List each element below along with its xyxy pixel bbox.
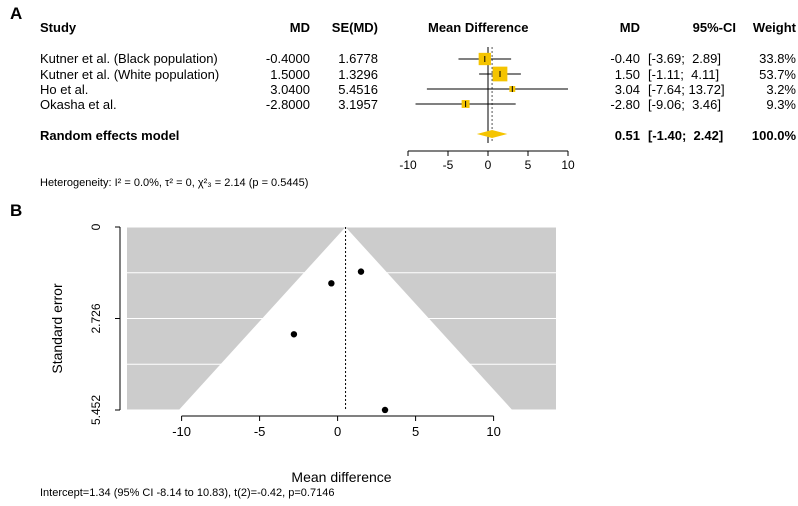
study-weight: 3.2% [766,82,796,97]
pooled-ci: [-1.40; 2.42] [648,128,724,143]
x-tick-label: 0 [334,424,341,439]
study-ci: [-3.69; 2.89] [648,51,721,66]
study-name: Kutner et al. (Black population) [40,51,218,66]
study-weight: 53.7% [759,67,796,82]
x-tick-label: 0 [485,158,492,172]
study-se: 3.1957 [338,97,378,112]
x-tick-label: -10 [172,424,191,439]
model-label: Random effects model [40,128,180,143]
study-ci: [-1.11; 4.11] [648,67,720,82]
study-point [381,406,389,414]
forest-plot: -10 -5 0 5 10 [399,47,575,172]
x-tick-label: -5 [443,158,454,172]
study-ci: [-9.06; 3.46] [648,97,721,112]
y-tick-label: 5.452 [89,395,103,425]
study-md: -2.8000 [265,97,310,112]
study-md-2: -0.40 [610,51,640,66]
panel-b-label: B [10,201,23,220]
study-md: -0.4000 [265,51,310,66]
study-se: 1.6778 [338,51,378,66]
pooled-md: 0.51 [614,128,640,143]
study-name: Ho et al. [40,82,89,97]
study-md-2: 3.04 [614,82,640,97]
y-axis-label: Standard error [49,283,65,374]
x-tick-label: 5 [412,424,419,439]
study-se: 1.3296 [338,67,378,82]
header-md-2: MD [619,20,640,35]
x-tick-label: 5 [525,158,532,172]
study-weight: 9.3% [766,97,796,112]
x-tick-label: 10 [561,158,575,172]
header-weight: Weight [752,20,796,35]
pooled-weight: 100.0% [751,128,796,143]
header-ci: 95%-CI [692,20,736,35]
x-axis-label: Mean difference [291,469,391,485]
study-name: Kutner et al. (White population) [40,67,220,82]
y-tick-label: 0 [89,223,103,230]
panel-a-label: A [10,4,23,23]
study-weight: 33.8% [759,51,796,66]
study-md-2: 1.50 [614,67,640,82]
study-md: 3.0400 [270,82,310,97]
header-study: Study [40,20,77,35]
header-plot: Mean Difference [428,20,529,35]
study-ci: [-7.64; 13.72] [648,82,725,97]
header-se: SE(MD) [331,20,378,35]
egger-test-text: Intercept=1.34 (95% CI -8.14 to 10.83), … [40,487,335,499]
study-point [290,331,298,338]
funnel-region [178,227,513,410]
funnel-plot: -10 -5 0 5 10 Mean difference 0 2.726 5.452 Stand… [49,223,556,485]
x-tick-label: -5 [254,424,266,439]
heterogeneity-text: Heterogeneity: I² = 0.0%, τ² = 0, χ²₃ = … [40,177,309,189]
study-md-2: -2.80 [610,97,640,112]
x-tick-label: 10 [486,424,500,439]
study-point [357,268,365,275]
study-point [328,280,335,287]
x-tick-label: -10 [399,158,417,172]
header-md: MD [289,20,310,35]
pooled-diamond [476,130,508,138]
study-name: Okasha et al. [40,97,117,112]
study-md: 1.5000 [270,67,310,82]
study-se: 5.4516 [338,82,378,97]
y-tick-label: 2.726 [89,303,103,333]
